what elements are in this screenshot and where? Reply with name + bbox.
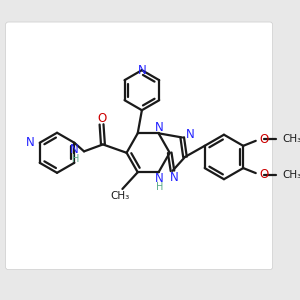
Text: N: N [155,172,164,185]
Text: N: N [26,136,35,149]
Text: CH₃: CH₃ [282,170,300,180]
Text: N: N [155,121,164,134]
Text: N: N [70,143,79,156]
Text: CH₃: CH₃ [111,191,130,201]
Text: N: N [137,64,146,77]
Text: H: H [72,154,79,164]
FancyBboxPatch shape [6,22,273,270]
Text: CH₃: CH₃ [282,134,300,144]
Text: O: O [259,168,268,181]
Text: N: N [170,171,179,184]
Text: O: O [97,112,106,125]
Text: H: H [156,182,163,192]
Text: N: N [186,128,194,141]
Text: O: O [259,133,268,146]
